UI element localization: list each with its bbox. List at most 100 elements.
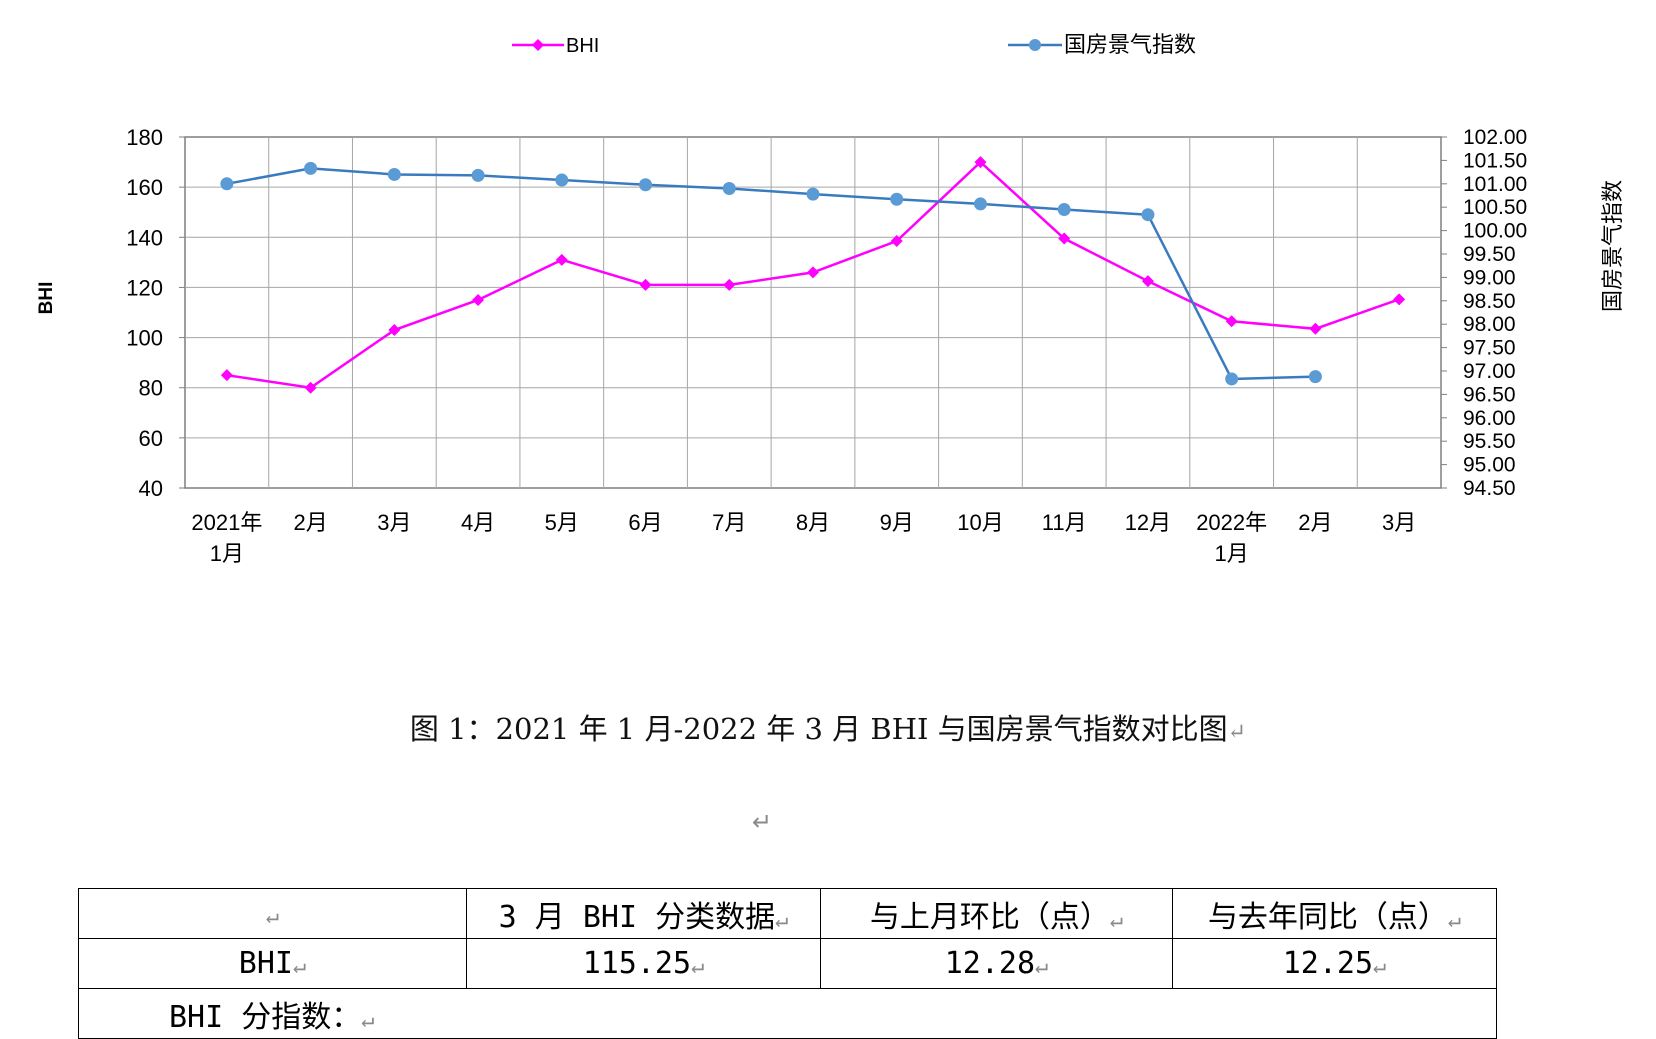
x-tick-label: 5月: [545, 510, 579, 535]
left-tick-label: 80: [139, 376, 163, 401]
x-tick-label: 4月: [461, 510, 495, 535]
series-line-index: [226, 167, 1316, 381]
x-tick-label: 11月: [1042, 510, 1087, 535]
right-tick-label: 97.50: [1463, 337, 1516, 360]
index-point: [1057, 203, 1071, 217]
index-point: [220, 177, 234, 191]
x-tick-label: 3月: [1382, 510, 1416, 535]
index-point: [304, 161, 318, 175]
table-cell: BHI↵: [78, 938, 467, 989]
bhi-point: [388, 324, 401, 337]
legend-index-circle: [1029, 39, 1041, 51]
x-tick-label: 2月: [293, 510, 327, 535]
figure-caption: 图 1：2021 年 1 月-2022 年 3 月 BHI 与国房景气指数对比图…: [0, 706, 1656, 748]
bhi-point: [890, 235, 903, 248]
right-axis-title: 国房景气指数: [1600, 180, 1625, 312]
index-point: [387, 167, 401, 181]
x-tick-label: 9月: [880, 510, 914, 535]
right-tick-label: 96.00: [1463, 407, 1516, 430]
x-axis-ticks: 2021年 1月 2月 3月 4月 5月 6月 7月 8月 9月 10月 11月 12月 2022年 1月 2…: [191, 510, 1416, 566]
table-header-cell: 与上月环比（点）↵: [820, 888, 1173, 939]
bhi-point: [723, 278, 736, 291]
chart-legend: BHI 国房景气指数: [512, 32, 1196, 57]
bhi-point: [220, 369, 233, 382]
left-axis-ticks: 180 160 140 120 100 80 60 40: [126, 125, 185, 501]
table-header-cell: ↵: [78, 888, 467, 939]
legend-bhi-label: BHI: [566, 35, 599, 57]
index-point: [471, 168, 485, 182]
table-cell: 12.25↵: [1172, 938, 1497, 989]
index-point: [1308, 370, 1322, 384]
index-point: [639, 178, 653, 192]
series-markers: [220, 156, 1406, 394]
index-point: [806, 187, 820, 201]
right-tick-label: 99.50: [1463, 243, 1516, 266]
right-tick-label: 98.00: [1463, 313, 1516, 336]
bhi-point: [304, 381, 317, 394]
x-tick-label: 10月: [957, 510, 1003, 535]
right-tick-label: 96.50: [1463, 383, 1516, 406]
right-axis-ticks: 102.00101.50101.00100.50100.0099.5099.00…: [1441, 126, 1527, 500]
table-cell: BHI 分指数：↵: [78, 988, 1497, 1039]
right-tick-label: 100.00: [1463, 220, 1527, 243]
x-tick-label: 3月: [377, 510, 411, 535]
legend-index-label: 国房景气指数: [1064, 32, 1196, 57]
empty-paragraph-mark: ↵: [752, 808, 773, 836]
index-point: [890, 192, 904, 206]
right-tick-label: 101.50: [1463, 149, 1527, 172]
right-tick-label: 97.00: [1463, 360, 1516, 383]
index-point: [973, 197, 987, 211]
table-header-cell: 与去年同比（点）↵: [1172, 888, 1497, 939]
bhi-point: [1058, 232, 1071, 245]
right-tick-label: 98.50: [1463, 290, 1516, 313]
legend-bhi-diamond: [532, 39, 544, 51]
caption-return-mark: ↵: [1227, 720, 1247, 745]
bhi-point: [1225, 315, 1238, 328]
bhi-point: [555, 253, 568, 266]
right-tick-label: 94.50: [1463, 477, 1516, 500]
left-axis-title: BHI: [36, 282, 57, 315]
table-header-cell: 3 月 BHI 分类数据↵: [466, 888, 821, 939]
x-tick-label: 8月: [796, 510, 830, 535]
plot-area: [184, 136, 1442, 489]
x-tick-label: 2022年 1月: [1196, 510, 1267, 566]
right-tick-label: 99.00: [1463, 266, 1516, 289]
index-point: [1225, 372, 1239, 386]
table-cell: 12.28↵: [820, 938, 1173, 989]
x-tick-label: 7月: [712, 510, 746, 535]
left-tick-label: 160: [126, 175, 163, 200]
x-tick-label: 2021年 1月: [191, 510, 262, 566]
index-point: [722, 181, 736, 195]
table-row: BHI 分指数：↵: [78, 988, 1497, 1039]
left-tick-label: 100: [126, 326, 163, 351]
left-tick-label: 120: [126, 275, 163, 300]
right-tick-label: 100.50: [1463, 196, 1527, 219]
x-tick-label: 2月: [1298, 510, 1332, 535]
grid-lines: [185, 137, 1441, 488]
bhi-point: [472, 293, 485, 306]
bhi-point: [1141, 275, 1154, 288]
right-tick-label: 95.50: [1463, 430, 1516, 453]
bhi-data-table: ↵ 3 月 BHI 分类数据↵ 与上月环比（点）↵ 与去年同比（点）↵ BHI↵…: [78, 888, 1497, 1039]
x-tick-label: 6月: [628, 510, 662, 535]
caption-text: 图 1：2021 年 1 月-2022 年 3 月 BHI 与国房景气指数对比图: [409, 712, 1228, 746]
x-tick-label: 12月: [1125, 510, 1171, 535]
index-point: [555, 173, 569, 187]
left-tick-label: 40: [139, 476, 163, 501]
right-tick-label: 101.00: [1463, 173, 1527, 196]
table-row: BHI↵ 115.25↵ 12.28↵ 12.25↵: [78, 938, 1497, 989]
bhi-point: [974, 156, 987, 169]
bhi-point: [639, 278, 652, 291]
right-tick-label: 102.00: [1463, 126, 1527, 149]
right-tick-label: 95.00: [1463, 454, 1516, 477]
bhi-point: [1393, 293, 1406, 306]
bhi-point: [807, 266, 819, 279]
left-tick-label: 140: [126, 225, 163, 250]
bhi-point: [1309, 322, 1322, 335]
left-tick-label: 180: [126, 125, 163, 150]
left-tick-label: 60: [139, 426, 163, 451]
index-point: [1141, 208, 1155, 222]
table-cell: 115.25↵: [466, 938, 821, 989]
table-header-row: ↵ 3 月 BHI 分类数据↵ 与上月环比（点）↵ 与去年同比（点）↵: [78, 888, 1497, 939]
